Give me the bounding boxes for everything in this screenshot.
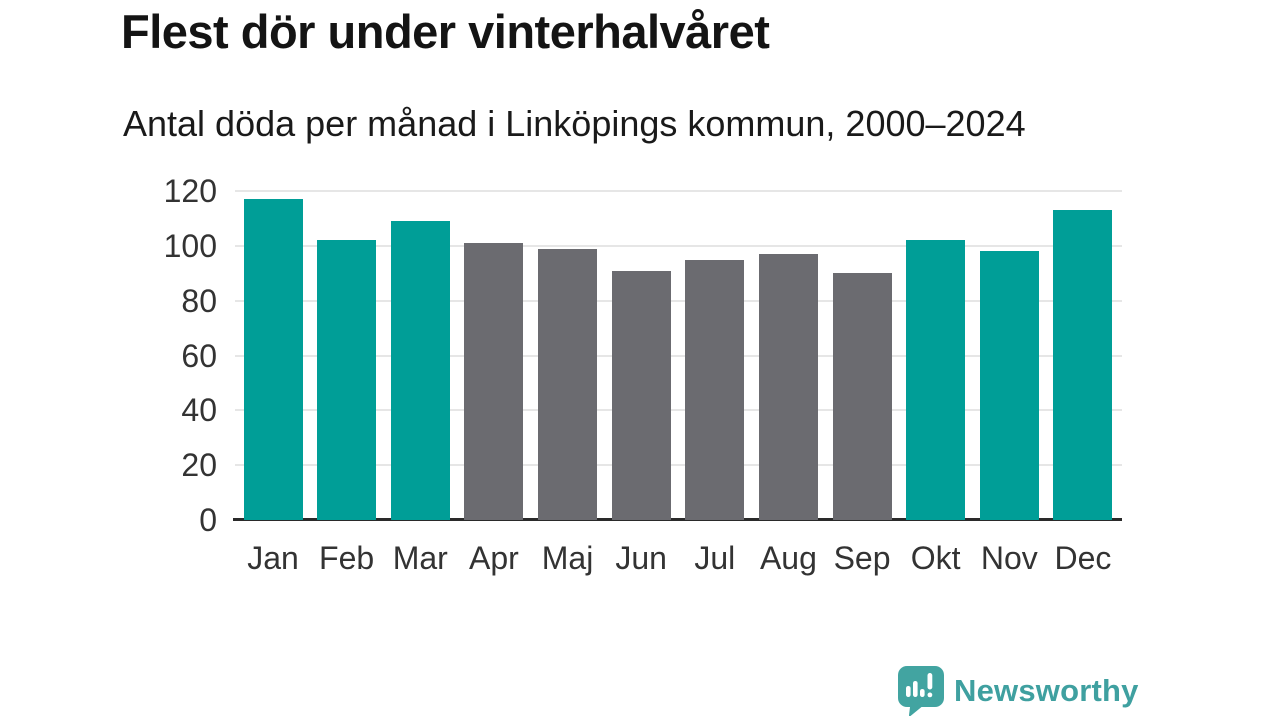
x-tick-label-okt: Okt	[910, 540, 961, 576]
newsworthy-logo[interactable]: Newsworthy	[898, 666, 1139, 717]
grid-line-20	[235, 464, 1122, 467]
bar-nov	[979, 251, 1039, 520]
x-tick-label-aug: Aug	[759, 540, 817, 576]
chart-subtitle: Antal döda per månad i Linköpings kommun…	[123, 103, 1026, 144]
bar-okt	[906, 240, 966, 520]
grid-line-100	[235, 244, 1122, 247]
bar-feb	[317, 240, 377, 520]
bar-jun	[611, 270, 671, 520]
x-tick-label-jul: Jul	[694, 540, 736, 576]
x-tick-label-nov: Nov	[980, 540, 1038, 576]
x-tick-label-feb: Feb	[319, 540, 375, 576]
y-tick-label-80: 80	[181, 282, 217, 319]
x-tick-label-dec: Dec	[1054, 540, 1112, 576]
x-tick-label-sep: Sep	[833, 540, 891, 576]
brand-name: Newsworthy	[954, 673, 1139, 708]
y-tick-label-120: 120	[163, 173, 217, 209]
bar-jul	[685, 259, 745, 520]
bar-aug	[758, 254, 818, 520]
bar-mar	[390, 221, 450, 520]
y-tick-label-40: 40	[181, 392, 217, 429]
y-tick-label-0: 0	[199, 502, 217, 538]
y-tick-label-100: 100	[163, 227, 217, 264]
bar-sep	[832, 273, 892, 520]
x-tick-label-maj: Maj	[541, 540, 594, 576]
bar-maj	[538, 248, 598, 520]
grid-line-120	[235, 190, 1122, 192]
newsworthy-bubble-chart-icon	[898, 666, 944, 717]
plot-area	[233, 190, 1122, 521]
grid-line-60	[235, 354, 1122, 357]
y-tick-label-60: 60	[181, 337, 217, 374]
grid-line-80	[235, 299, 1122, 302]
x-axis-baseline	[233, 518, 1122, 521]
x-tick-label-jan: Jan	[247, 540, 299, 576]
bar-apr	[464, 243, 524, 520]
x-tick-label-jun: Jun	[615, 540, 667, 576]
x-tick-label-mar: Mar	[392, 540, 448, 576]
chart-title: Flest dör under vinterhalvåret	[121, 5, 770, 58]
x-tick-label-apr: Apr	[468, 540, 519, 576]
grid-line-40	[235, 409, 1122, 412]
bar-jan	[243, 199, 303, 520]
y-tick-label-20: 20	[181, 447, 217, 484]
bar-dec	[1053, 210, 1113, 520]
